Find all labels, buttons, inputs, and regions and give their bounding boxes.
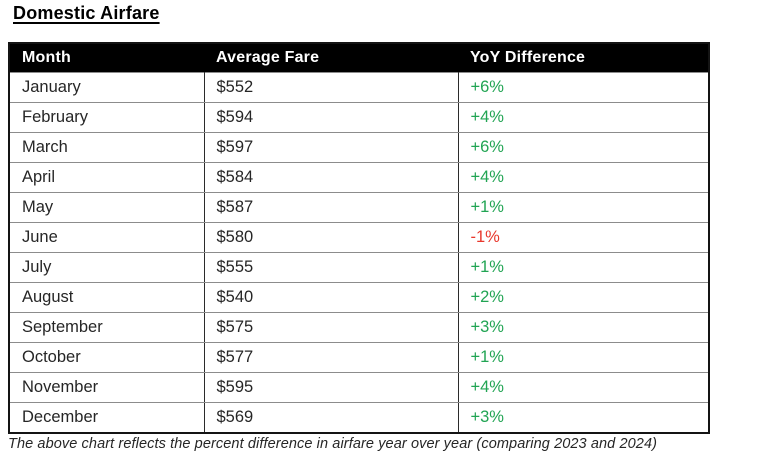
month-cell: May — [8, 192, 205, 223]
fare-cell: $577 — [203, 342, 459, 373]
page-title: Domestic Airfare — [13, 3, 160, 23]
fare-cell: $597 — [203, 132, 459, 163]
fare-cell: $569 — [203, 402, 459, 434]
month-cell: April — [8, 162, 205, 193]
table-row: September $575 +3% — [8, 312, 710, 343]
yoy-cell: +4% — [457, 162, 710, 193]
yoy-cell: +1% — [457, 252, 710, 283]
yoy-cell: +1% — [457, 342, 710, 373]
table-row: April $584 +4% — [8, 162, 710, 193]
yoy-cell: +4% — [457, 102, 710, 133]
fare-cell: $580 — [203, 222, 459, 253]
column-header-yoy-difference: YoY Difference — [458, 43, 709, 73]
fare-cell: $575 — [203, 312, 459, 343]
table-row: February $594 +4% — [8, 102, 710, 133]
table-row: October $577 +1% — [8, 342, 710, 373]
fare-cell: $555 — [203, 252, 459, 283]
table-row: January $552 +6% — [8, 72, 710, 103]
yoy-cell: +2% — [457, 282, 710, 313]
yoy-cell: +6% — [457, 132, 710, 163]
fare-cell: $552 — [203, 72, 459, 103]
month-cell: August — [8, 282, 205, 313]
footnote-text: The above chart reflects the percent dif… — [8, 436, 658, 452]
fare-cell: $594 — [203, 102, 459, 133]
yoy-cell: +3% — [457, 312, 710, 343]
yoy-cell: +3% — [457, 402, 710, 434]
month-cell: October — [8, 342, 205, 373]
table-row: June $580 -1% — [8, 222, 710, 253]
table-row: May $587 +1% — [8, 192, 710, 223]
yoy-cell: +4% — [457, 372, 710, 403]
fare-cell: $587 — [203, 192, 459, 223]
column-header-month: Month — [9, 43, 204, 73]
month-cell: July — [8, 252, 205, 283]
fare-cell: $540 — [203, 282, 459, 313]
month-cell: June — [8, 222, 205, 253]
yoy-cell: -1% — [457, 222, 710, 253]
table-row: July $555 +1% — [8, 252, 710, 283]
airfare-table: Month Average Fare YoY Difference Januar… — [8, 42, 710, 434]
table-row: November $595 +4% — [8, 372, 710, 403]
month-cell: September — [8, 312, 205, 343]
fare-cell: $595 — [203, 372, 459, 403]
month-cell: February — [8, 102, 205, 133]
yoy-cell: +1% — [457, 192, 710, 223]
airfare-table-body: January $552 +6% February $594 +4% March $597 +6… — [8, 72, 710, 434]
table-header-row: Month Average Fare YoY Difference — [9, 43, 709, 73]
month-cell: March — [8, 132, 205, 163]
month-cell: November — [8, 372, 205, 403]
yoy-cell: +6% — [457, 72, 710, 103]
month-cell: January — [8, 72, 205, 103]
table-row: December $569 +3% — [8, 402, 710, 434]
month-cell: December — [8, 402, 205, 434]
table-row: March $597 +6% — [8, 132, 710, 163]
table-row: August $540 +2% — [8, 282, 710, 313]
fare-cell: $584 — [203, 162, 459, 193]
column-header-average-fare: Average Fare — [204, 43, 458, 73]
